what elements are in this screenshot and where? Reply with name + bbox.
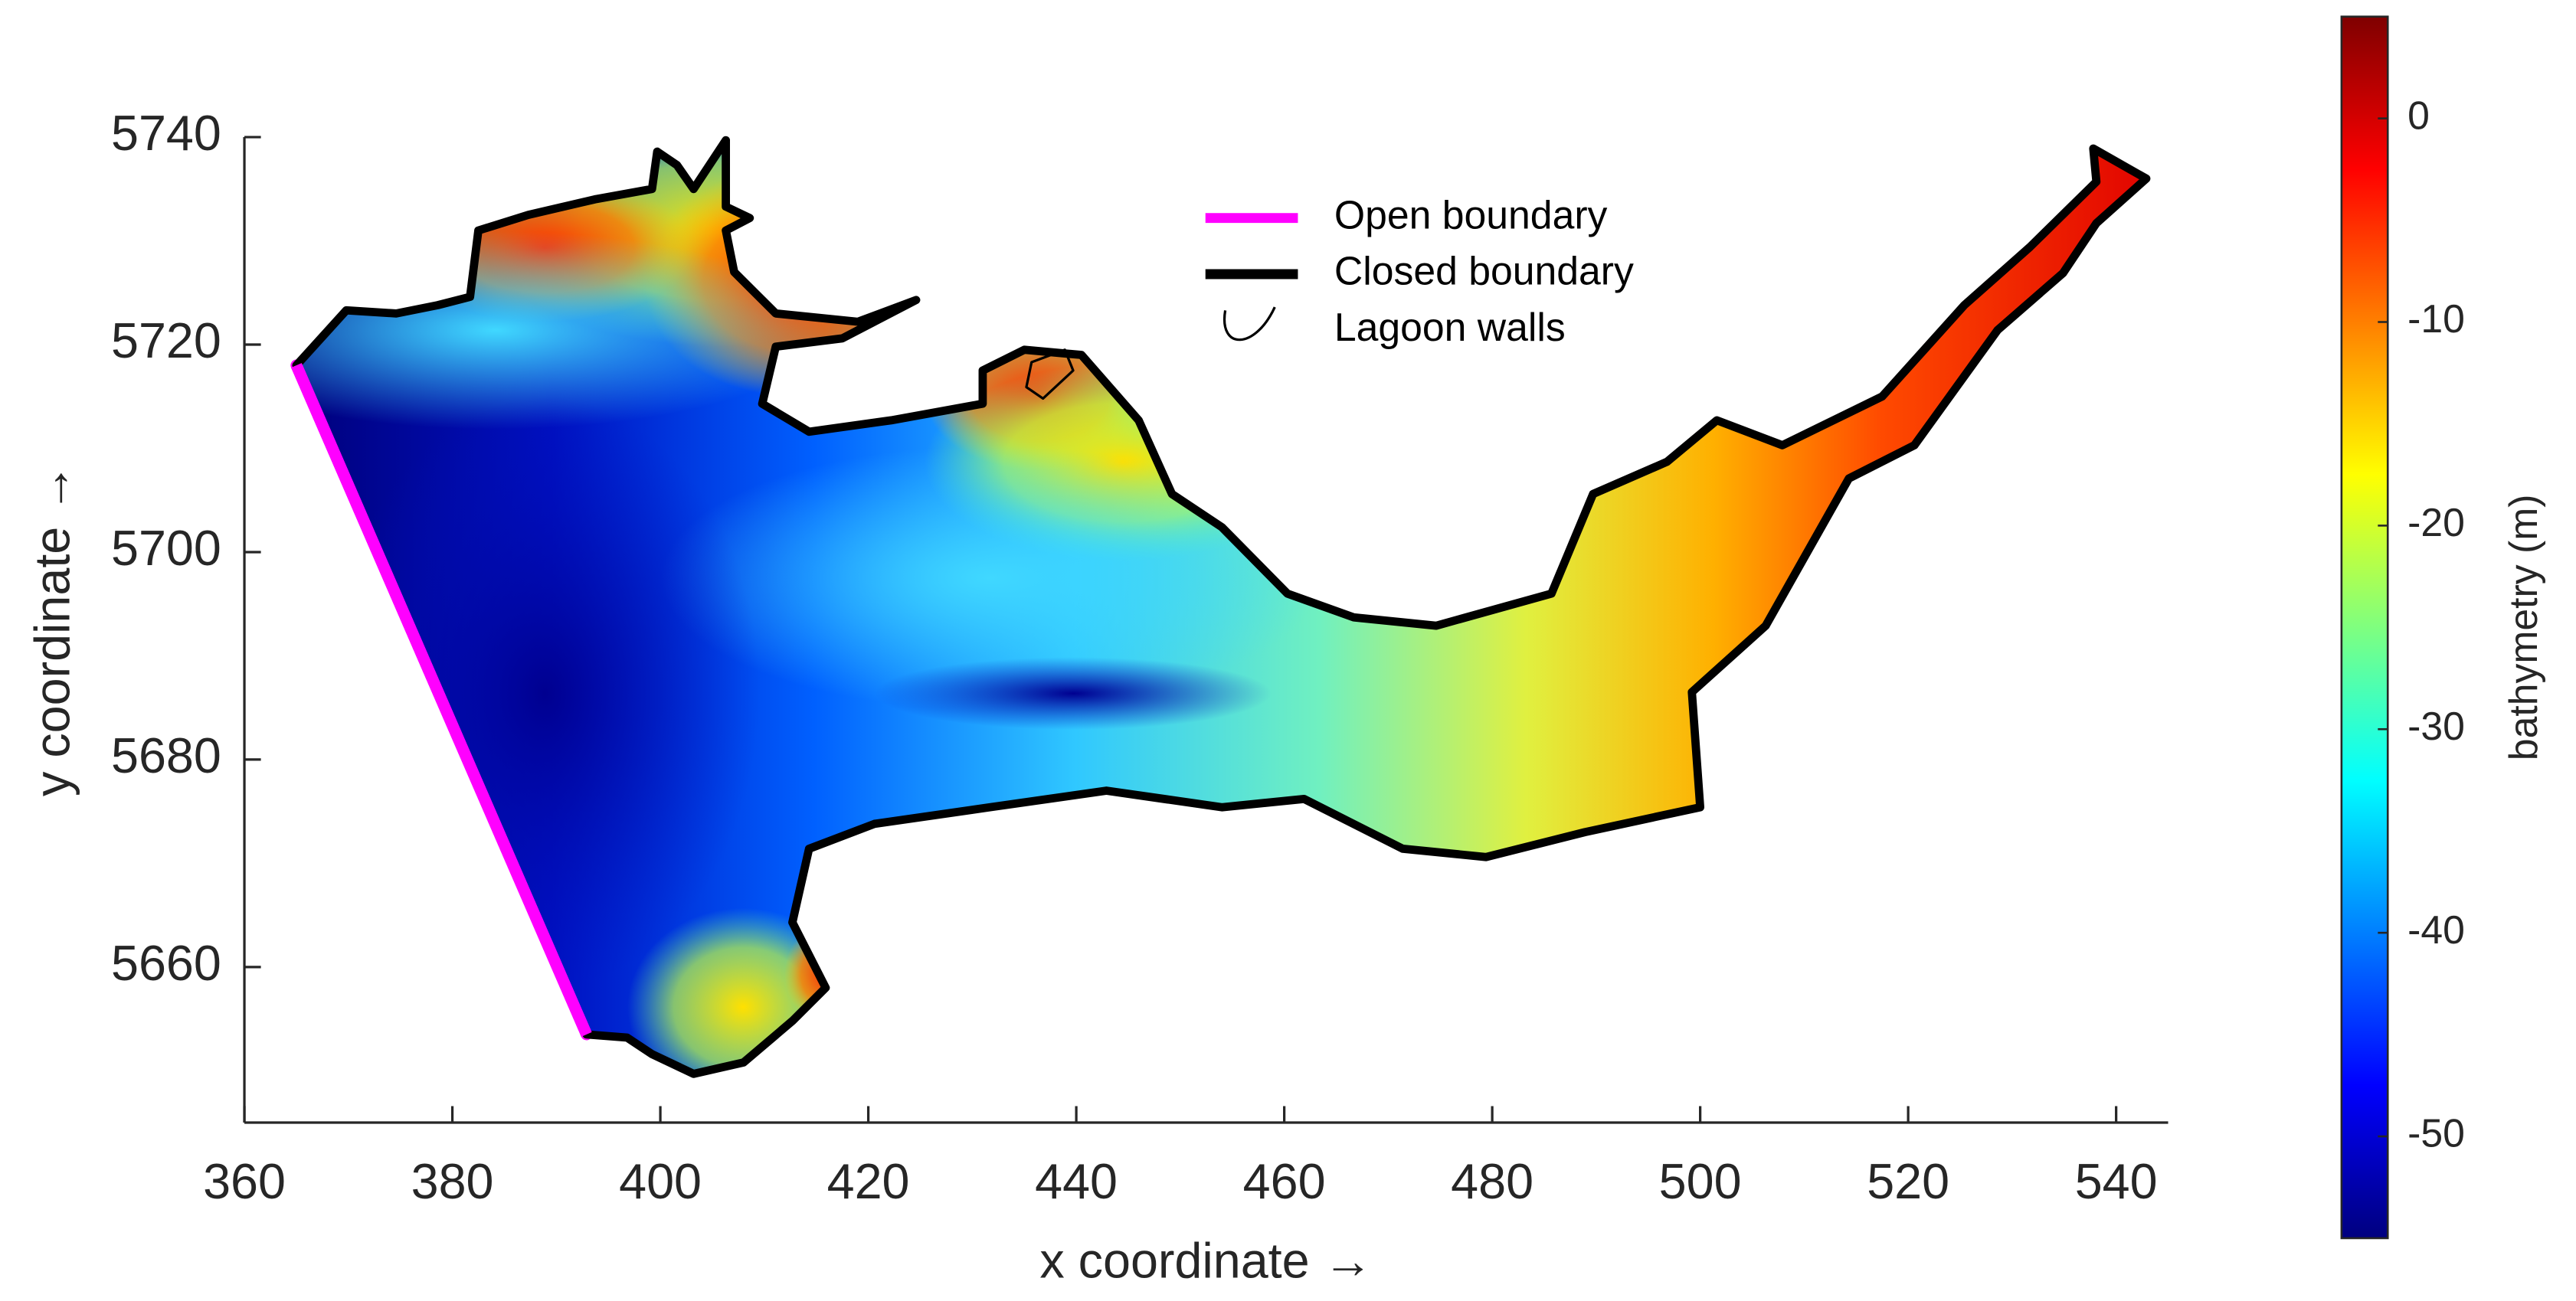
x-tick-label: 480 <box>1451 1153 1533 1209</box>
colorbar-tick-label: -50 <box>2407 1111 2465 1156</box>
boundary-line <box>292 136 2151 1078</box>
x-tick-label: 540 <box>2075 1153 2158 1209</box>
legend: Open boundary Closed boundary Lagoon walls <box>1205 192 1634 349</box>
y-tick-label: 5660 <box>111 935 221 991</box>
legend-label: Closed boundary <box>1334 249 1634 293</box>
y-tick-label: 5740 <box>111 105 221 161</box>
x-tick-label: 520 <box>1867 1153 1949 1209</box>
x-tick-label: 360 <box>203 1153 286 1209</box>
legend-swatch <box>1223 306 1276 342</box>
y-axis-label: y coordinate → <box>24 463 80 796</box>
legend-label: Lagoon walls <box>1334 305 1566 349</box>
colorbar <box>2340 15 2389 1240</box>
colorbar-label: bathymetry (m) <box>2501 494 2545 760</box>
colorbar-tick-label: 0 <box>2407 93 2430 137</box>
legend-label: Open boundary <box>1334 192 1608 237</box>
bathymetry-fill <box>296 140 2147 1074</box>
y-tick-label: 5680 <box>111 727 221 783</box>
y-tick-label: 5700 <box>111 520 221 576</box>
x-axis-label: x coordinate → <box>1039 1233 1373 1289</box>
x-tick-label: 380 <box>411 1153 494 1209</box>
x-tick-label: 500 <box>1659 1153 1742 1209</box>
y-tick-label: 5720 <box>111 312 221 368</box>
boundary-line <box>1025 348 1075 400</box>
x-tick-label: 440 <box>1035 1153 1118 1209</box>
colorbar-tick-label: -20 <box>2407 500 2465 544</box>
colorbar-tick-label: -30 <box>2407 704 2465 748</box>
open-boundary-line <box>291 363 592 1037</box>
x-tick-label: 420 <box>827 1153 910 1209</box>
x-tick-label: 400 <box>619 1153 702 1209</box>
colorbar-tick-label: -10 <box>2407 296 2465 341</box>
x-tick-label: 460 <box>1243 1153 1326 1209</box>
colorbar-tick-label: -40 <box>2407 907 2465 952</box>
